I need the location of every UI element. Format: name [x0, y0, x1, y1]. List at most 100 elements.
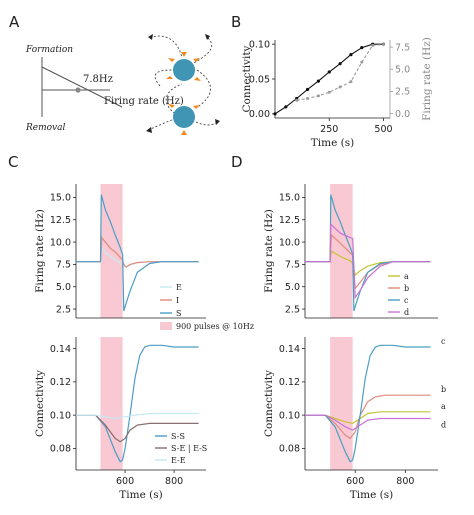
y-tick-label: 10.0 — [279, 237, 300, 248]
series-line-a — [305, 411, 431, 425]
threshold-point — [75, 87, 81, 93]
x-tick-label: 250 — [320, 124, 338, 135]
connection-path — [195, 121, 219, 126]
connectivity-point — [273, 112, 277, 116]
y-tick-label: 7.5 — [56, 260, 71, 271]
legend-label: S-E | E-S — [171, 444, 207, 453]
connectivity-line — [274, 43, 384, 115]
formation-label: Formation — [25, 45, 73, 55]
y2-tick-label: 0.0 — [395, 109, 410, 120]
synaptic-elements — [166, 52, 201, 135]
x-tick-label: 800 — [396, 476, 414, 487]
legend-label: I — [176, 296, 179, 305]
y-tick-label: 2.5 — [56, 304, 71, 315]
y-axis-label: Connectivity — [263, 370, 275, 437]
stimulation-band — [330, 184, 353, 318]
y2-axis-label: Firing rate (Hz) — [421, 37, 433, 121]
firing-rate-point — [381, 42, 385, 46]
y2-tick-label: 2.5 — [395, 87, 410, 98]
legend-label: E-E — [171, 456, 186, 465]
neuron-diagram — [146, 34, 220, 135]
y-tick-label: 0.14 — [50, 344, 71, 355]
stimulation-band — [100, 184, 123, 318]
x-tick-label: 800 — [165, 476, 183, 487]
y-tick-label: 12.5 — [279, 215, 300, 226]
y-tick-label: 0.10 — [249, 39, 270, 50]
firing-rate-point — [316, 94, 320, 98]
legend-label: E — [176, 283, 182, 292]
threshold-label: 7.8Hz — [83, 74, 113, 85]
legend-label: 900 pulses @ 10Hz — [176, 322, 254, 331]
firing-rate-point — [371, 43, 375, 47]
y-tick-label: 7.5 — [285, 260, 300, 271]
series-line-b — [305, 394, 431, 440]
series-line-s-s — [76, 344, 199, 463]
neuron-upper — [173, 59, 195, 81]
y-tick-label: 0.00 — [249, 109, 270, 120]
y-axis-label: Firing rate (Hz) — [263, 209, 275, 293]
connectivity-point — [316, 79, 320, 83]
rule-line — [41, 66, 123, 108]
connection-path — [191, 37, 213, 65]
y-tick-label: 15.0 — [279, 193, 300, 204]
neuron-lower — [173, 106, 195, 128]
x-tick-label: 600 — [346, 476, 364, 487]
legend-label: a — [404, 272, 409, 281]
end-label-b: b — [441, 385, 446, 394]
y-tick-label: 0.12 — [50, 377, 71, 388]
firing-rate-point — [349, 80, 353, 84]
arrow-head — [215, 119, 220, 125]
y-axis-label: Connectivity — [241, 45, 253, 112]
x-axis-label: Time (s) — [119, 489, 162, 501]
firing-rate-point — [306, 97, 310, 100]
stimulation-band — [100, 337, 123, 470]
connection-path — [149, 35, 183, 59]
y-tick-label: 0.14 — [279, 344, 300, 355]
legend-label: d — [404, 308, 409, 317]
connectivity-point — [305, 87, 310, 92]
firing-rate-point — [360, 60, 364, 64]
panel-c-label: C — [8, 153, 18, 171]
y-tick-label: 5.0 — [285, 282, 300, 293]
arrow-head — [205, 34, 210, 40]
series-line-i — [76, 235, 199, 268]
panel-a-label: A — [9, 13, 20, 31]
legend-swatch — [160, 322, 172, 330]
firing-rate-point — [327, 90, 331, 94]
chart-d-top: 2.5 5.0 7.5 10.0 12.5 15.0 Firing rate (Hz) abc… — [263, 184, 438, 319]
y2-tick-label: 5.0 — [395, 65, 410, 76]
series-line-d — [305, 222, 431, 300]
firing-rate-point — [295, 98, 299, 102]
series-line-c — [305, 194, 431, 312]
y2-tick-label: 7.5 — [395, 42, 410, 53]
panel-d-label: D — [231, 153, 243, 171]
y-axis-label: Connectivity — [34, 370, 46, 437]
series-line-e-e — [76, 412, 199, 420]
connection-path — [195, 69, 211, 109]
y-axis-label: Firing rate (Hz) — [34, 209, 46, 293]
y-tick-label: 0.05 — [249, 74, 270, 85]
series-line-s-e-e-s — [76, 414, 199, 443]
y-tick-label: 2.5 — [285, 304, 300, 315]
x-axis-label: Time (s) — [311, 137, 354, 149]
connectivity-point — [327, 70, 331, 74]
arrow-head — [148, 34, 153, 40]
y-tick-label: 0.08 — [279, 444, 300, 455]
removal-label: Removal — [25, 123, 66, 133]
legend-label: S-S — [171, 432, 185, 441]
y-tick-label: 12.5 — [50, 215, 71, 226]
legend-label: c — [404, 296, 409, 305]
rate-axis-label: Firing rate (Hz) — [104, 96, 184, 107]
chart-c-top: 2.5 5.0 7.5 10.0 12.5 15.0 Firing rate (Hz) EIS… — [34, 184, 254, 331]
firing-rate-line — [296, 43, 384, 101]
arrow-head — [146, 127, 152, 133]
panel-a-schematic: Formation Removal 7.8Hz Firing rate (Hz) — [25, 45, 184, 133]
connectivity-point — [349, 53, 353, 57]
connectivity-point — [338, 62, 342, 66]
connectivity-point — [284, 105, 288, 109]
x-axis-label: Time (s) — [350, 489, 393, 501]
x-tick-label: 600 — [116, 476, 134, 487]
